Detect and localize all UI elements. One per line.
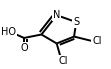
Text: N: N — [53, 10, 60, 20]
Text: Cl: Cl — [58, 56, 68, 66]
Text: HO: HO — [1, 27, 16, 37]
Text: O: O — [20, 43, 28, 53]
Text: Cl: Cl — [92, 36, 102, 46]
Text: S: S — [73, 17, 79, 27]
